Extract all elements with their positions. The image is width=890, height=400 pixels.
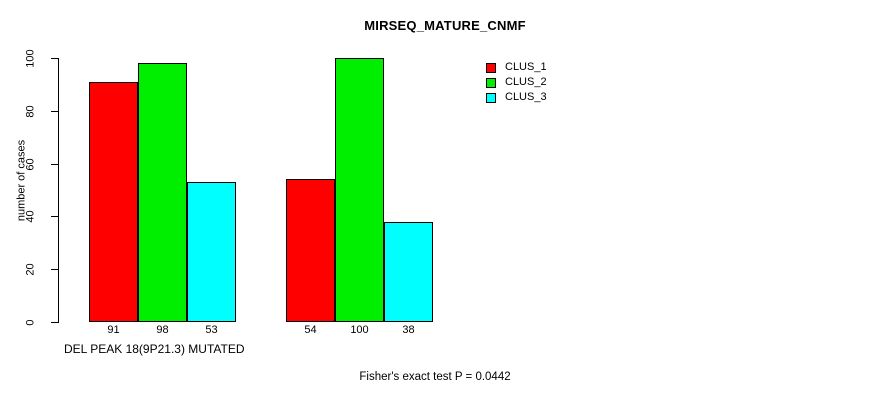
bar-clus_1-group1 — [89, 81, 138, 322]
bar-value-label: 38 — [402, 324, 415, 336]
y-axis-tick-label: 20 — [24, 263, 37, 276]
y-axis-tick — [51, 58, 58, 59]
y-axis-tick — [51, 163, 58, 165]
y-axis-tick — [51, 110, 58, 112]
legend-swatch-icon — [486, 93, 496, 103]
bar-value-label: 54 — [304, 324, 317, 336]
bar-value-label: 91 — [107, 324, 120, 336]
legend-swatch-icon — [486, 78, 496, 88]
y-axis-tick — [51, 269, 58, 271]
y-axis-tick-label: 80 — [24, 105, 37, 118]
legend-swatch-icon — [486, 63, 496, 73]
plot-area: 0 20 40 60 80 100 number of cases 91 98 53 54 100… — [15, 49, 433, 356]
y-axis-title: number of cases — [15, 139, 28, 222]
bar-value-label: 100 — [350, 324, 369, 336]
footer-note: Fisher's exact test P = 0.0442 — [0, 371, 890, 383]
y-axis-tick — [51, 216, 58, 218]
bar-value-label: 98 — [156, 324, 169, 336]
y-axis-line — [58, 58, 59, 323]
bar-clus_1-group2 — [286, 179, 335, 322]
y-axis-tick-label: 0 — [24, 319, 37, 326]
bar-clus_2-group2 — [335, 58, 384, 322]
chart-title: MIRSEQ_MATURE_CNMF — [364, 18, 526, 33]
bar-clus_3-group2 — [384, 221, 433, 322]
x-axis-group-label: DEL PEAK 18(9P21.3) MUTATED — [64, 342, 245, 356]
y-axis-tick-label: 100 — [24, 49, 37, 68]
bar-value-label: 53 — [205, 324, 218, 336]
bar-clus_3-group1 — [187, 182, 236, 322]
bar-clus_2-group1 — [138, 63, 187, 322]
fisher-test-text: Fisher's exact test P = 0.0442 — [359, 371, 511, 383]
legend-label: CLUS_2 — [505, 76, 547, 88]
y-axis-tick — [51, 322, 58, 323]
legend-label: CLUS_3 — [505, 91, 547, 103]
legend-label: CLUS_1 — [505, 61, 547, 73]
